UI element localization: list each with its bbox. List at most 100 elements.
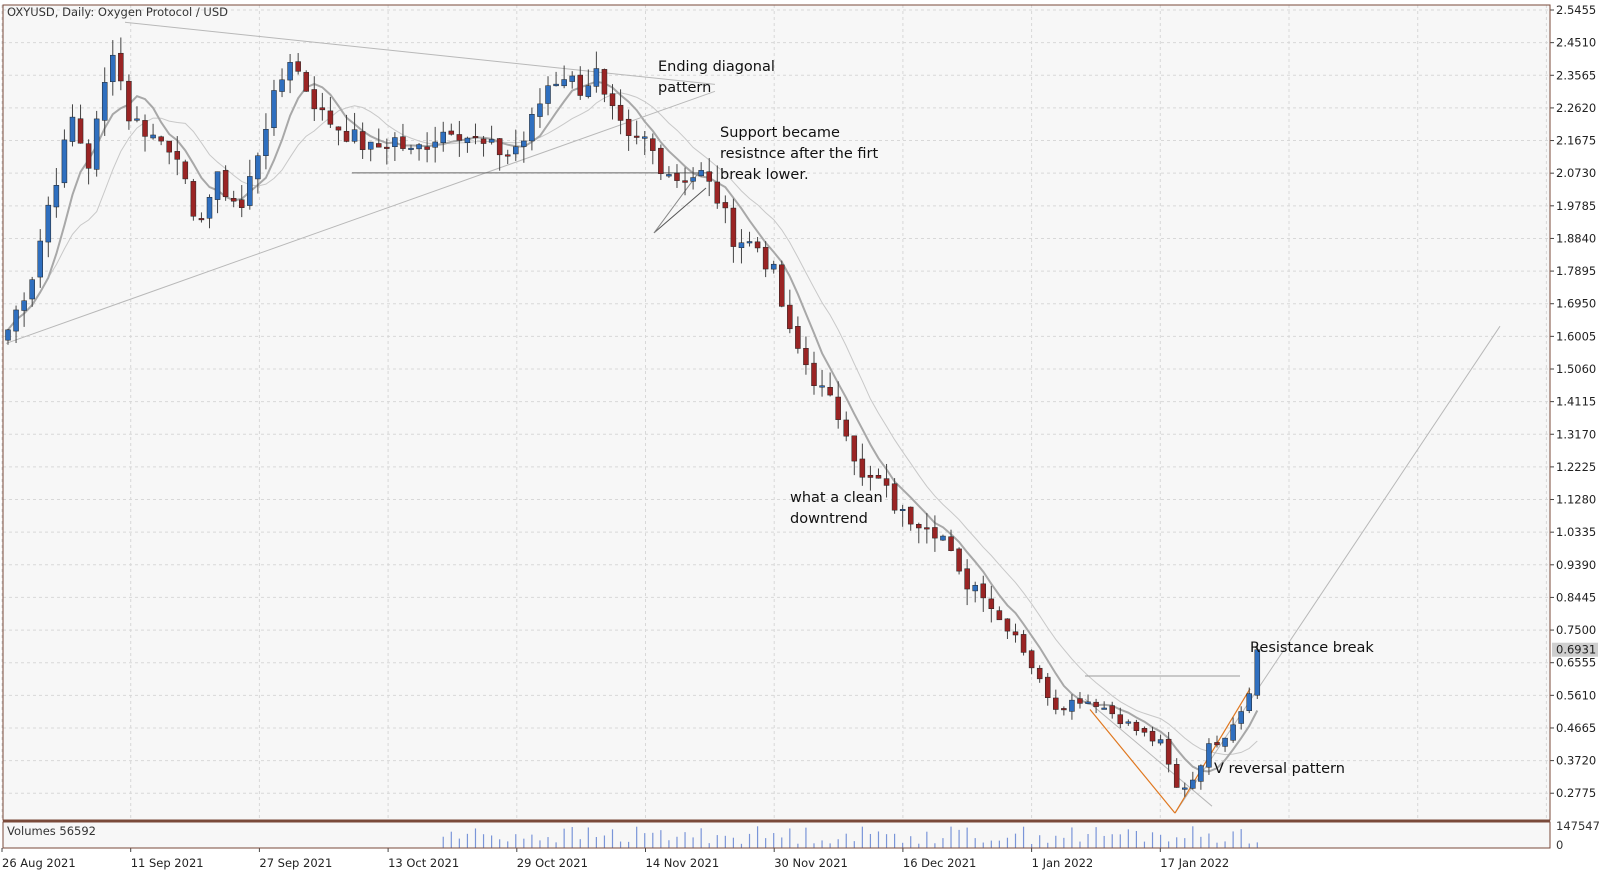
candle xyxy=(1085,694,1091,704)
candle-bear xyxy=(730,207,737,247)
candle xyxy=(795,316,801,354)
candle xyxy=(376,128,382,148)
candle xyxy=(819,369,825,397)
y-tick-label: 2.2620 xyxy=(1556,101,1596,115)
candle xyxy=(174,136,181,176)
candle xyxy=(21,292,27,327)
candle xyxy=(5,328,11,345)
candle xyxy=(690,167,696,190)
candle xyxy=(537,88,543,128)
candle-bull xyxy=(972,585,978,592)
candle-bull xyxy=(770,263,777,270)
candle xyxy=(1053,689,1059,715)
candle-bull xyxy=(513,146,519,155)
candle-bear xyxy=(633,135,640,138)
x-tick-label: 14 Nov 2021 xyxy=(646,856,720,870)
candle-bear xyxy=(230,198,237,202)
candle-bear xyxy=(303,72,309,92)
candle-bear xyxy=(658,147,664,174)
volume-header: Volumes 56592 xyxy=(7,824,96,838)
trendlines xyxy=(5,21,1501,814)
candle-bear xyxy=(198,218,205,221)
current-price-label: 0.6931 xyxy=(1556,643,1596,657)
candle xyxy=(770,260,777,274)
candle xyxy=(1165,731,1172,773)
candle-bear xyxy=(811,362,817,386)
candle xyxy=(641,130,648,156)
candle xyxy=(408,144,414,155)
candle-bear xyxy=(1004,618,1011,632)
candle-bear xyxy=(827,387,833,396)
x-tick-label: 30 Nov 2021 xyxy=(774,856,848,870)
candle-bull xyxy=(1190,779,1196,789)
candle xyxy=(1157,734,1164,746)
y-tick-label: 1.6950 xyxy=(1556,297,1596,311)
candle-bull xyxy=(367,141,374,150)
candle xyxy=(650,133,656,165)
candle-bull xyxy=(416,144,422,150)
candle-bear xyxy=(1117,714,1124,725)
candle-bear xyxy=(795,326,801,349)
candle xyxy=(85,139,92,185)
candle-bull xyxy=(690,177,696,182)
candle xyxy=(811,351,817,395)
candle xyxy=(601,68,608,103)
candle xyxy=(327,96,334,128)
candle-bear xyxy=(400,136,406,149)
candle-bull xyxy=(271,90,277,129)
candle-bear xyxy=(867,474,874,478)
candle-bull xyxy=(440,131,446,144)
candle xyxy=(891,478,898,514)
candle xyxy=(859,443,866,486)
candle-bear xyxy=(883,478,890,486)
candle-bear xyxy=(480,138,487,144)
candle xyxy=(1028,649,1035,675)
candle xyxy=(448,123,455,136)
y-tick-label: 1.1280 xyxy=(1556,493,1596,507)
candle-bear xyxy=(1165,738,1172,765)
candle xyxy=(222,165,229,201)
candle xyxy=(37,229,43,288)
plot-frame xyxy=(2,4,1551,821)
candle xyxy=(738,229,745,264)
candle-bull xyxy=(545,85,551,104)
candle-bull xyxy=(432,141,438,148)
candle-bull xyxy=(1125,721,1132,724)
candle-bear xyxy=(714,181,721,204)
candle-bear xyxy=(1028,650,1035,669)
candle xyxy=(1254,644,1261,699)
candle-bear xyxy=(1012,631,1019,636)
candle-bull xyxy=(529,114,535,142)
candle-bull xyxy=(819,385,825,388)
candle xyxy=(367,141,374,162)
candle-bull xyxy=(408,147,414,150)
candle-bear xyxy=(964,568,970,590)
candle xyxy=(13,305,19,344)
candle xyxy=(1125,719,1132,726)
candle xyxy=(93,110,100,177)
candle xyxy=(45,196,52,258)
candle-bear xyxy=(996,610,1003,621)
candle xyxy=(190,178,197,221)
candle-bear xyxy=(851,435,858,462)
candle-bull xyxy=(537,103,543,117)
candle-bear xyxy=(376,143,382,148)
candle-bear xyxy=(779,264,785,307)
candle xyxy=(698,162,704,177)
candle xyxy=(714,165,721,209)
candle xyxy=(1214,735,1220,748)
candle xyxy=(1149,726,1156,747)
candle-bull xyxy=(134,118,140,121)
candle-bull xyxy=(263,128,269,157)
candle xyxy=(359,122,366,159)
candle xyxy=(1182,782,1188,797)
candle xyxy=(553,71,559,87)
candle-bear xyxy=(456,134,463,141)
candle-bull xyxy=(464,137,471,144)
y-tick-label: 1.8840 xyxy=(1556,231,1596,245)
x-tick-label: 27 Sep 2021 xyxy=(259,856,332,870)
candle-bear xyxy=(295,61,301,72)
y-tick-label: 0.2775 xyxy=(1556,786,1596,800)
